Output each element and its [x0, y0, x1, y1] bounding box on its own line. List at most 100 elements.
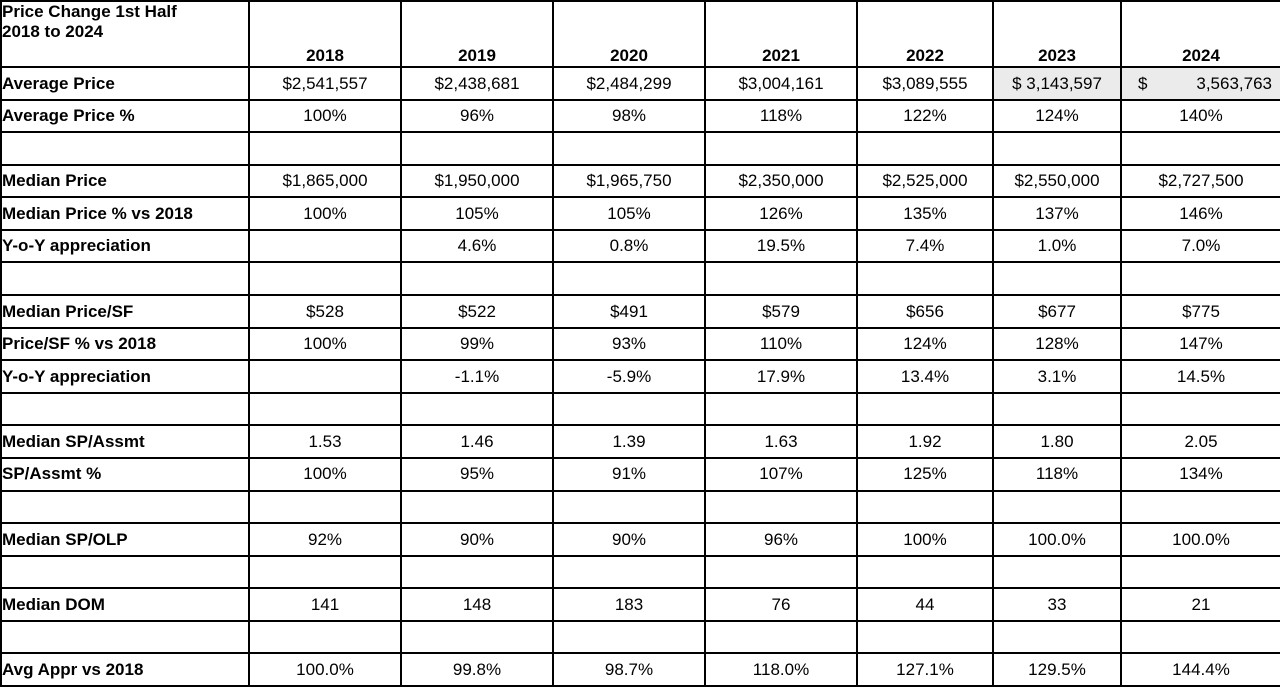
cell[interactable]: 1.39 [552, 424, 706, 459]
cell[interactable]: 3.1% [992, 359, 1122, 394]
cell[interactable]: 118% [992, 456, 1122, 492]
cell[interactable]: 128% [992, 326, 1122, 362]
row-label[interactable] [0, 489, 250, 525]
cell[interactable] [704, 554, 858, 590]
cell[interactable]: 122% [856, 98, 994, 134]
row-label[interactable]: Median Price [0, 163, 250, 199]
cell[interactable]: 147% [1120, 326, 1280, 362]
cell[interactable]: 99% [400, 326, 554, 362]
cell[interactable]: $656 [856, 294, 994, 329]
row-label[interactable]: Y-o-Y appreciation [0, 359, 250, 394]
cell[interactable]: 1.53 [248, 424, 402, 459]
column-header-2023[interactable]: 2023 [992, 0, 1122, 68]
cell[interactable]: 96% [400, 98, 554, 134]
cell[interactable] [248, 554, 402, 590]
cell[interactable]: 93% [552, 326, 706, 362]
cell[interactable]: $1,950,000 [400, 163, 554, 199]
row-label[interactable] [0, 131, 250, 166]
cell[interactable]: 100.0% [992, 522, 1122, 557]
cell[interactable]: 1.0% [992, 228, 1122, 264]
cell[interactable] [248, 261, 402, 297]
cell[interactable]: 105% [400, 196, 554, 231]
cell[interactable]: 2.05 [1120, 424, 1280, 459]
cell[interactable]: $ 3,143,597 [992, 66, 1122, 101]
cell[interactable]: 135% [856, 196, 994, 231]
cell[interactable]: $1,965,750 [552, 163, 706, 199]
cell[interactable]: $2,438,681 [400, 66, 554, 101]
cell[interactable]: $522 [400, 294, 554, 329]
column-header-2019[interactable]: 2019 [400, 0, 554, 68]
cell[interactable] [400, 619, 554, 655]
cell[interactable]: 100% [248, 326, 402, 362]
cell[interactable] [400, 554, 554, 590]
cell[interactable]: 183 [552, 587, 706, 622]
cell[interactable]: 124% [856, 326, 994, 362]
cell[interactable] [1120, 261, 1280, 297]
cell[interactable] [1120, 619, 1280, 655]
cell[interactable]: 129.5% [992, 652, 1122, 687]
cell[interactable]: 98.7% [552, 652, 706, 687]
cell[interactable]: $1,865,000 [248, 163, 402, 199]
cell[interactable] [552, 261, 706, 297]
cell[interactable]: 13.4% [856, 359, 994, 394]
cell[interactable]: $491 [552, 294, 706, 329]
column-header-2022[interactable]: 2022 [856, 0, 994, 68]
cell[interactable] [248, 131, 402, 166]
cell[interactable] [1120, 131, 1280, 166]
cell[interactable]: 146% [1120, 196, 1280, 231]
cell[interactable]: $2,484,299 [552, 66, 706, 101]
row-label[interactable]: Avg Appr vs 2018 [0, 652, 250, 687]
row-label[interactable]: Average Price [0, 66, 250, 101]
row-label[interactable]: Y-o-Y appreciation [0, 228, 250, 264]
cell[interactable]: $3,004,161 [704, 66, 858, 101]
cell[interactable]: 0.8% [552, 228, 706, 264]
cell[interactable] [704, 131, 858, 166]
cell[interactable]: $2,525,000 [856, 163, 994, 199]
cell[interactable]: 141 [248, 587, 402, 622]
cell[interactable] [992, 619, 1122, 655]
cell[interactable]: $2,350,000 [704, 163, 858, 199]
cell[interactable]: 33 [992, 587, 1122, 622]
cell[interactable] [992, 131, 1122, 166]
cell[interactable] [552, 131, 706, 166]
row-label[interactable]: SP/Assmt % [0, 456, 250, 492]
row-label[interactable]: Price/SF % vs 2018 [0, 326, 250, 362]
cell[interactable]: 1.63 [704, 424, 858, 459]
cell[interactable]: 99.8% [400, 652, 554, 687]
row-label[interactable]: Median SP/Assmt [0, 424, 250, 459]
cell[interactable] [856, 261, 994, 297]
cell[interactable]: 14.5% [1120, 359, 1280, 394]
cell[interactable]: 126% [704, 196, 858, 231]
cell[interactable]: $3,563,763 [1120, 66, 1280, 101]
cell[interactable] [248, 391, 402, 427]
cell[interactable]: 100.0% [248, 652, 402, 687]
cell[interactable] [992, 391, 1122, 427]
cell[interactable] [856, 619, 994, 655]
cell[interactable]: 7.4% [856, 228, 994, 264]
cell[interactable]: 118% [704, 98, 858, 134]
cell[interactable]: 95% [400, 456, 554, 492]
cell[interactable]: 100% [248, 196, 402, 231]
cell[interactable]: 110% [704, 326, 858, 362]
column-header-2024[interactable]: 2024 [1120, 0, 1280, 68]
cell[interactable]: $579 [704, 294, 858, 329]
table-title-cell[interactable]: Price Change 1st Half 2018 to 2024 [0, 0, 250, 68]
cell[interactable]: 134% [1120, 456, 1280, 492]
cell[interactable]: 140% [1120, 98, 1280, 134]
cell[interactable]: 137% [992, 196, 1122, 231]
cell[interactable] [856, 489, 994, 525]
cell[interactable] [552, 554, 706, 590]
row-label[interactable] [0, 261, 250, 297]
cell[interactable]: 1.80 [992, 424, 1122, 459]
cell[interactable] [1120, 554, 1280, 590]
cell[interactable]: 105% [552, 196, 706, 231]
cell[interactable]: 107% [704, 456, 858, 492]
cell[interactable]: 1.92 [856, 424, 994, 459]
cell[interactable]: $2,727,500 [1120, 163, 1280, 199]
row-label[interactable] [0, 619, 250, 655]
cell[interactable] [400, 131, 554, 166]
cell[interactable]: $528 [248, 294, 402, 329]
cell[interactable]: 91% [552, 456, 706, 492]
cell[interactable] [248, 489, 402, 525]
cell[interactable]: $2,541,557 [248, 66, 402, 101]
